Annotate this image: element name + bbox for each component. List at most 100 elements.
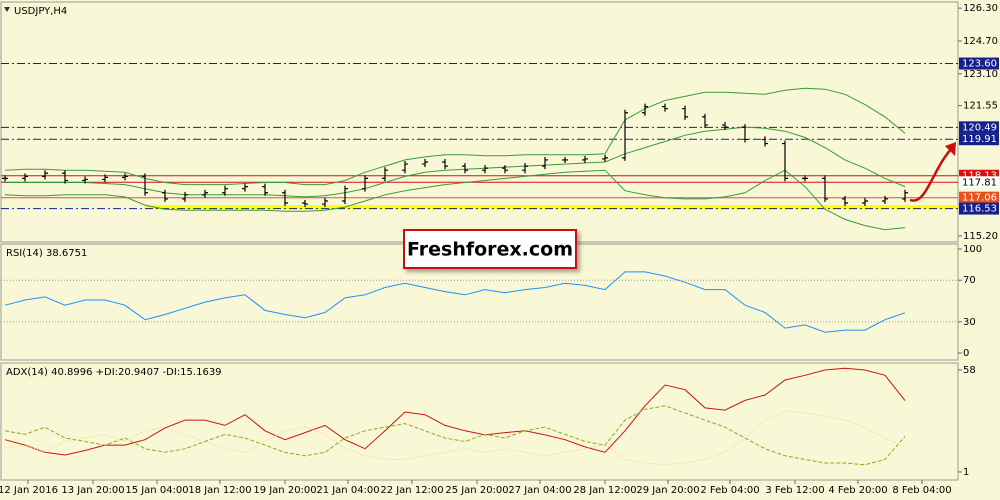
price-bar <box>162 189 168 202</box>
bollinger-band <box>5 126 906 198</box>
price-bar <box>842 195 848 207</box>
price-bar <box>882 195 888 204</box>
price-bar <box>782 140 788 182</box>
price-bar <box>2 175 8 182</box>
menu-triangle <box>4 7 10 12</box>
level-label-box <box>959 202 999 215</box>
price-bar <box>22 173 28 182</box>
price-bar <box>622 109 628 161</box>
x-tick-label: 21 Jan 04:00 <box>316 485 379 496</box>
price-bar <box>102 174 108 183</box>
bollinger-band <box>4 87 906 186</box>
price-bar <box>322 197 328 208</box>
price-bar <box>822 175 828 202</box>
level-label-box <box>959 191 999 204</box>
price-bar <box>562 156 568 163</box>
x-tick-label: 2 Feb 04:00 <box>700 485 759 496</box>
level-label-box <box>959 176 999 189</box>
y-tick-label: 58 <box>963 365 976 376</box>
price-bar <box>282 189 288 207</box>
level-label: 118.13 <box>962 171 997 182</box>
x-tick-label: 27 Jan 04:00 <box>508 485 571 496</box>
level-label: 123.60 <box>962 59 997 70</box>
x-tick-label: 19 Jan 20:00 <box>253 485 316 496</box>
price-bar <box>482 165 488 174</box>
price-bar <box>242 183 248 192</box>
price-bar <box>362 175 368 192</box>
indicator-line <box>4 367 906 456</box>
x-tick-label: 18 Jan 12:00 <box>188 485 251 496</box>
level-label: 120.49 <box>962 122 997 133</box>
level-label-box <box>959 57 999 70</box>
x-tick-label: 8 Feb 04:00 <box>892 485 951 496</box>
price-bar <box>222 185 228 196</box>
x-tick-label: 13 Jan 20:00 <box>61 485 124 496</box>
level-label: 117.06 <box>962 193 997 204</box>
price-bar <box>642 103 648 116</box>
y-tick-label: 126.30 <box>963 3 998 14</box>
pane-title: USDJPY,H4 <box>14 6 67 17</box>
x-tick-label: 29 Jan 20:00 <box>636 485 699 496</box>
price-bar <box>82 176 88 184</box>
price-bar <box>402 161 408 174</box>
price-bar <box>502 165 508 174</box>
level-label-box <box>959 133 999 146</box>
price-bar <box>862 197 868 207</box>
price-bar <box>662 103 668 112</box>
x-tick-label: 12 Jan 2016 <box>0 485 58 496</box>
forecast-arrow-head <box>945 142 956 156</box>
indicator-line <box>4 410 906 466</box>
price-bar <box>522 163 528 174</box>
x-tick-label: 28 Jan 12:00 <box>573 485 636 496</box>
level-label: 119.91 <box>962 134 997 145</box>
price-bar <box>382 167 388 182</box>
y-tick-label: 124.70 <box>963 36 998 47</box>
price-bar <box>422 159 428 168</box>
bollinger-band <box>4 169 906 231</box>
price-bar <box>802 175 808 182</box>
y-tick-label: 1 <box>963 467 969 478</box>
adx-pane <box>0 362 959 481</box>
x-tick-label: 3 Feb 12:00 <box>765 485 824 496</box>
price-bar <box>122 173 128 181</box>
price-bar <box>722 122 728 131</box>
y-tick-label: 0 <box>963 348 969 359</box>
x-tick-label: 4 Feb 20:00 <box>828 485 887 496</box>
price-bar <box>902 189 908 202</box>
price-bar <box>302 200 308 208</box>
price-bar <box>702 113 708 129</box>
y-tick-label: 121.55 <box>963 101 998 112</box>
indicator-line <box>4 271 906 333</box>
price-bar <box>462 163 468 174</box>
x-tick-label: 22 Jan 12:00 <box>380 485 443 496</box>
price-bar <box>442 159 448 170</box>
level-label: 116.53 <box>962 204 997 215</box>
price-bar <box>202 189 208 198</box>
price-bar <box>142 173 148 196</box>
x-tick-label: 25 Jan 20:00 <box>445 485 508 496</box>
price-bar <box>582 155 588 163</box>
x-tick-label: 15 Jan 04:00 <box>125 485 188 496</box>
watermark: Freshforex.com <box>407 239 573 261</box>
level-label: 117.81 <box>962 177 997 188</box>
price-bar <box>262 183 268 196</box>
price-bar <box>682 105 688 120</box>
y-tick-label: 30 <box>963 317 976 328</box>
indicator-line <box>4 405 906 466</box>
level-label-box <box>959 121 999 134</box>
price-bar <box>62 170 68 184</box>
price-bar <box>182 191 188 202</box>
y-tick-label: 123.10 <box>963 69 998 80</box>
watermark-box <box>403 229 577 269</box>
y-tick-label: 100 <box>963 244 982 255</box>
price-bar <box>42 170 48 180</box>
price-bar <box>342 185 348 204</box>
pane-title: ADX(14) 40.8996 +DI:20.9407 -DI:15.1639 <box>6 367 222 378</box>
price-bar <box>602 154 608 162</box>
y-tick-label: 115.20 <box>963 231 998 242</box>
price-bar <box>742 124 748 143</box>
pane-title: RSI(14) 38.6751 <box>6 248 87 259</box>
forecast-arrow <box>909 147 953 202</box>
